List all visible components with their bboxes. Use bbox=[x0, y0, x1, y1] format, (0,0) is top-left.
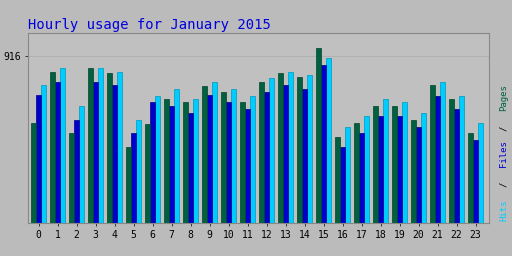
Bar bbox=[202, 86, 207, 223]
Bar bbox=[397, 116, 402, 223]
Bar bbox=[164, 99, 169, 223]
Bar bbox=[79, 106, 84, 223]
Bar bbox=[383, 99, 388, 223]
Bar bbox=[468, 133, 473, 223]
Text: Files: Files bbox=[499, 140, 508, 167]
Bar bbox=[297, 77, 302, 223]
Bar bbox=[193, 99, 198, 223]
Bar bbox=[459, 95, 464, 223]
Text: /: / bbox=[499, 182, 508, 187]
Bar bbox=[378, 116, 383, 223]
Text: Hourly usage for January 2015: Hourly usage for January 2015 bbox=[28, 18, 271, 32]
Bar bbox=[231, 89, 236, 223]
Bar bbox=[174, 89, 179, 223]
Bar bbox=[321, 65, 326, 223]
Bar bbox=[183, 102, 188, 223]
Bar bbox=[188, 113, 193, 223]
Bar bbox=[245, 109, 250, 223]
Bar bbox=[449, 99, 454, 223]
Bar bbox=[50, 71, 55, 223]
Bar bbox=[221, 92, 226, 223]
Bar bbox=[131, 133, 136, 223]
Bar bbox=[340, 147, 345, 223]
Bar bbox=[440, 82, 445, 223]
Bar bbox=[302, 89, 307, 223]
Bar bbox=[240, 102, 245, 223]
Bar bbox=[326, 58, 331, 223]
Bar bbox=[430, 85, 435, 223]
Text: Hits: Hits bbox=[499, 199, 508, 221]
Bar bbox=[250, 95, 255, 223]
Text: Pages: Pages bbox=[499, 84, 508, 111]
Bar bbox=[411, 120, 416, 223]
Bar bbox=[354, 123, 359, 223]
Bar bbox=[126, 147, 131, 223]
Bar bbox=[269, 78, 274, 223]
Bar bbox=[107, 73, 112, 223]
Bar bbox=[31, 123, 36, 223]
Bar bbox=[98, 68, 103, 223]
Bar bbox=[307, 75, 312, 223]
Bar bbox=[74, 120, 79, 223]
Text: /: / bbox=[499, 125, 508, 131]
Bar bbox=[93, 82, 98, 223]
Bar bbox=[55, 82, 60, 223]
Bar bbox=[264, 92, 269, 223]
Bar bbox=[435, 95, 440, 223]
Bar bbox=[117, 71, 122, 223]
Bar bbox=[226, 102, 231, 223]
Bar bbox=[373, 106, 378, 223]
Bar bbox=[207, 95, 212, 223]
Bar bbox=[150, 102, 155, 223]
Bar bbox=[145, 124, 150, 223]
Bar bbox=[169, 106, 174, 223]
Bar bbox=[478, 123, 483, 223]
Bar bbox=[416, 126, 421, 223]
Bar bbox=[212, 82, 217, 223]
Bar bbox=[88, 68, 93, 223]
Bar bbox=[345, 126, 350, 223]
Bar bbox=[283, 85, 288, 223]
Bar bbox=[41, 85, 46, 223]
Bar bbox=[278, 73, 283, 223]
Bar bbox=[112, 85, 117, 223]
Bar bbox=[288, 71, 293, 223]
Bar bbox=[69, 133, 74, 223]
Bar bbox=[364, 116, 369, 223]
Bar bbox=[155, 95, 160, 223]
Bar bbox=[402, 102, 407, 223]
Bar bbox=[136, 120, 141, 223]
Bar bbox=[316, 48, 321, 223]
Bar bbox=[454, 109, 459, 223]
Bar bbox=[335, 137, 340, 223]
Bar bbox=[421, 113, 426, 223]
Bar bbox=[473, 140, 478, 223]
Bar bbox=[392, 106, 397, 223]
Bar bbox=[359, 133, 364, 223]
Bar bbox=[60, 68, 65, 223]
Bar bbox=[36, 95, 41, 223]
Bar bbox=[259, 82, 264, 223]
